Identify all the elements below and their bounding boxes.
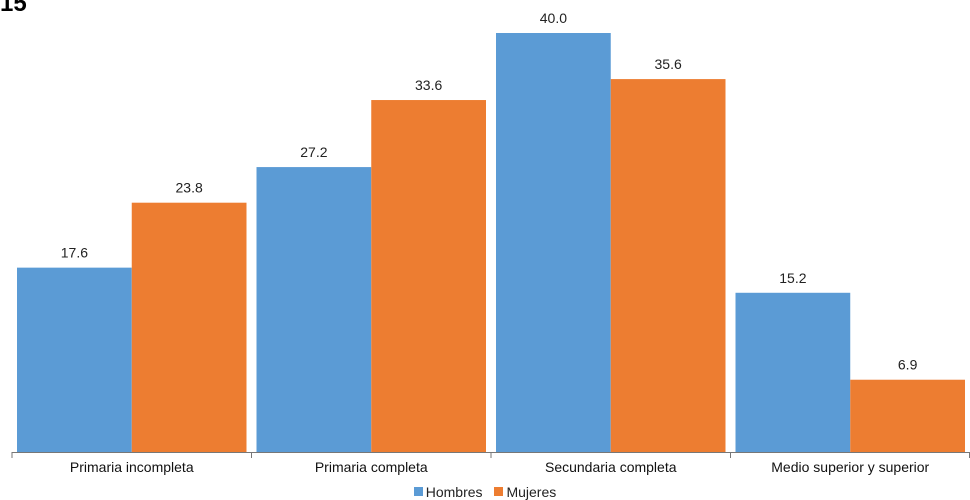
bar-hombres-primaria-completa [256,167,372,452]
legend-swatch-mujeres [494,487,504,496]
bar-hombres-secundaria-completa [496,33,611,452]
value-label-hombres-secundaria-completa: 40.0 [540,10,567,26]
legend-label-hombres: Hombres [425,483,483,500]
bar-mujeres-secundaria-completa [610,79,726,452]
bars-group [17,33,965,452]
value-label-mujeres-medio-superior-y-superior: 6.9 [898,357,918,373]
value-label-mujeres-secundaria-completa: 35.6 [655,56,682,72]
bar-hombres-primaria-incompleta [17,267,132,452]
legend-item-mujeres: Mujeres [494,485,556,499]
legend-label-mujeres: Mujeres [506,483,557,500]
value-labels-group: 17.6 23.8 27.2 33.6 40.0 35.6 15.2 6.9 [61,10,918,373]
bar-mujeres-primaria-incompleta [131,202,247,452]
category-label-primaria-completa: Primaria completa [315,459,428,475]
category-labels-group: Primaria incompleta Primaria completa Secu… [70,459,930,475]
legend-swatch-hombres [413,487,423,496]
value-label-hombres-primaria-incompleta: 17.6 [61,245,88,261]
bar-hombres-medio-superior-y-superior [735,292,851,452]
bar-mujeres-medio-superior-y-superior [850,379,965,452]
corner-number: 15 [0,0,27,17]
value-label-mujeres-primaria-completa: 33.6 [415,77,442,93]
legend-item-hombres: Hombres [413,483,483,500]
bar-mujeres-primaria-completa [371,100,486,452]
category-label-primaria-incompleta: Primaria incompleta [70,459,194,475]
value-label-hombres-medio-superior-y-superior: 15.2 [779,270,806,286]
category-label-medio-superior-y-superior: Medio superior y superior [771,459,929,475]
value-label-hombres-primaria-completa: 27.2 [300,144,327,160]
value-label-mujeres-primaria-incompleta: 23.8 [176,180,203,196]
category-label-secundaria-completa: Secundaria completa [545,459,677,475]
legend: Hombres Mujeres [0,484,970,499]
